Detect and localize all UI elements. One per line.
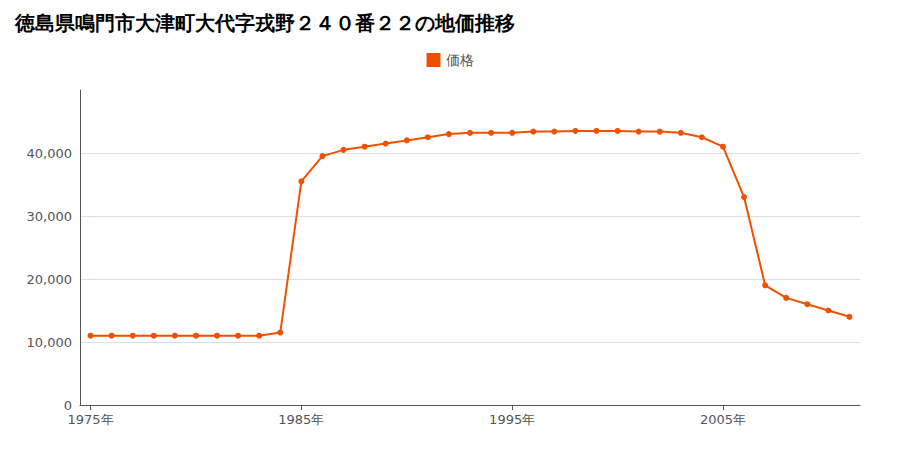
svg-text:価格: 価格 <box>446 52 474 68</box>
svg-text:徳島県鳴門市大津町大代字戎野２４０番２２の地価推移: 徳島県鳴門市大津町大代字戎野２４０番２２の地価推移 <box>14 11 515 35</box>
svg-text:1985年: 1985年 <box>278 412 324 427</box>
svg-text:10,000: 10,000 <box>27 335 73 350</box>
svg-text:20,000: 20,000 <box>27 272 73 287</box>
svg-text:0: 0 <box>64 398 72 413</box>
svg-text:2005年: 2005年 <box>700 412 746 427</box>
svg-text:1975年: 1975年 <box>67 412 113 427</box>
svg-text:40,000: 40,000 <box>27 146 73 161</box>
svg-text:30,000: 30,000 <box>27 209 73 224</box>
svg-text:1995年: 1995年 <box>489 412 535 427</box>
